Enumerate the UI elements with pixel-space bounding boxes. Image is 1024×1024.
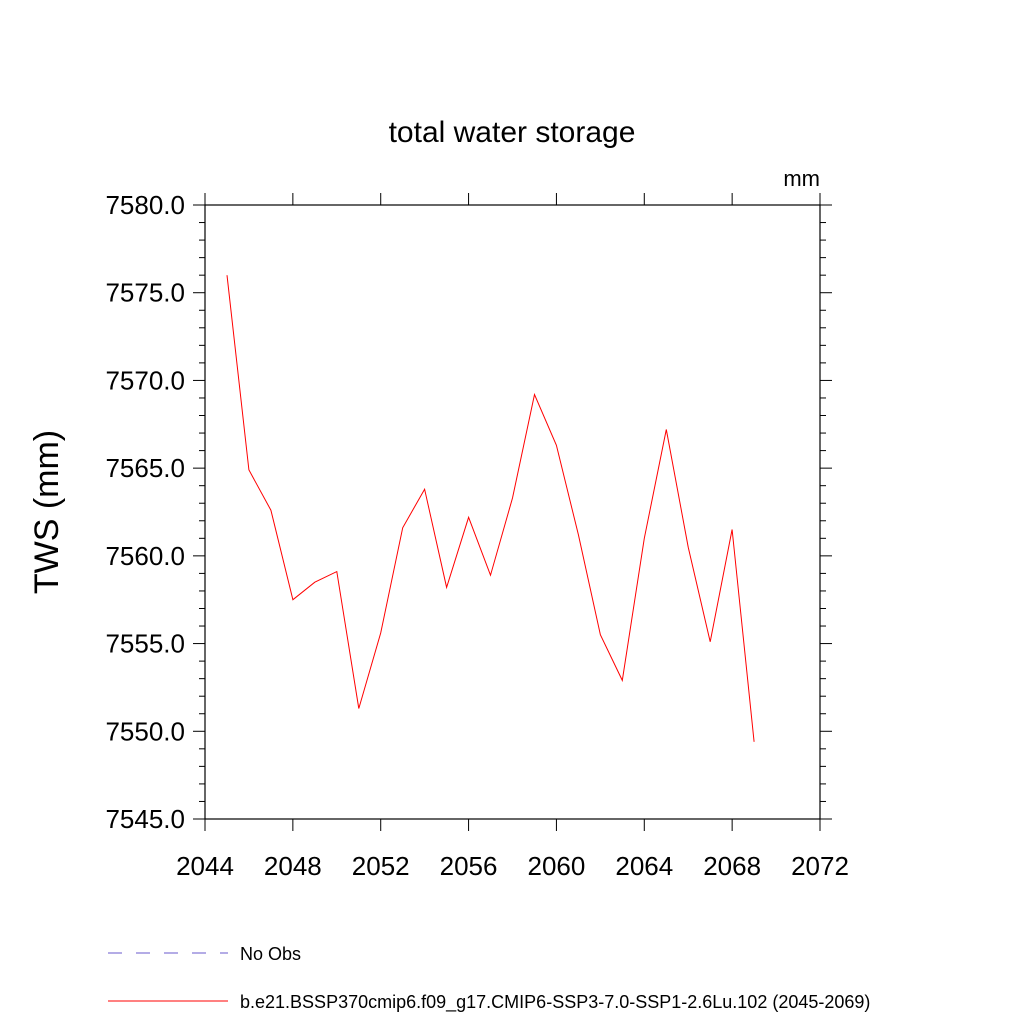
y-axis-label: TWS (mm) xyxy=(28,430,66,594)
x-tick-label: 2060 xyxy=(528,851,586,881)
x-tick-label: 2044 xyxy=(176,851,234,881)
x-tick-label: 2064 xyxy=(615,851,673,881)
x-tick-label: 2048 xyxy=(264,851,322,881)
series-line xyxy=(226,275,755,742)
legend-label-model: b.e21.BSSP370cmip6.f09_g17.CMIP6-SSP3-7.… xyxy=(240,992,870,1013)
axis-ticks xyxy=(193,193,832,831)
x-tick-label: 2056 xyxy=(440,851,498,881)
x-tick-label: 2072 xyxy=(791,851,849,881)
y-tick-label: 7565.0 xyxy=(105,453,185,483)
x-tick-label: 2068 xyxy=(703,851,761,881)
legend-label-no-obs: No Obs xyxy=(240,944,301,964)
series-group xyxy=(226,275,755,742)
y-tick-label: 7570.0 xyxy=(105,365,185,395)
y-tick-label: 7575.0 xyxy=(105,278,185,308)
y-tick-label: 7550.0 xyxy=(105,716,185,746)
plot-frame xyxy=(204,204,821,820)
y-tick-label: 7560.0 xyxy=(105,541,185,571)
units-label: mm xyxy=(783,166,820,191)
chart-title: total water storage xyxy=(389,116,636,149)
x-tick-label: 2052 xyxy=(352,851,410,881)
y-tick-label: 7580.0 xyxy=(105,190,185,220)
y-tick-label: 7555.0 xyxy=(105,629,185,659)
legend: No Obs b.e21.BSSP370cmip6.f09_g17.CMIP6-… xyxy=(108,944,870,1013)
y-tick-label: 7545.0 xyxy=(105,804,185,834)
x-tick-labels: 2044 2048 2052 2056 2060 2064 2068 2072 xyxy=(176,851,849,881)
y-tick-labels: 7545.0 7550.0 7555.0 7560.0 7565.0 7570.0 7575… xyxy=(105,190,185,834)
